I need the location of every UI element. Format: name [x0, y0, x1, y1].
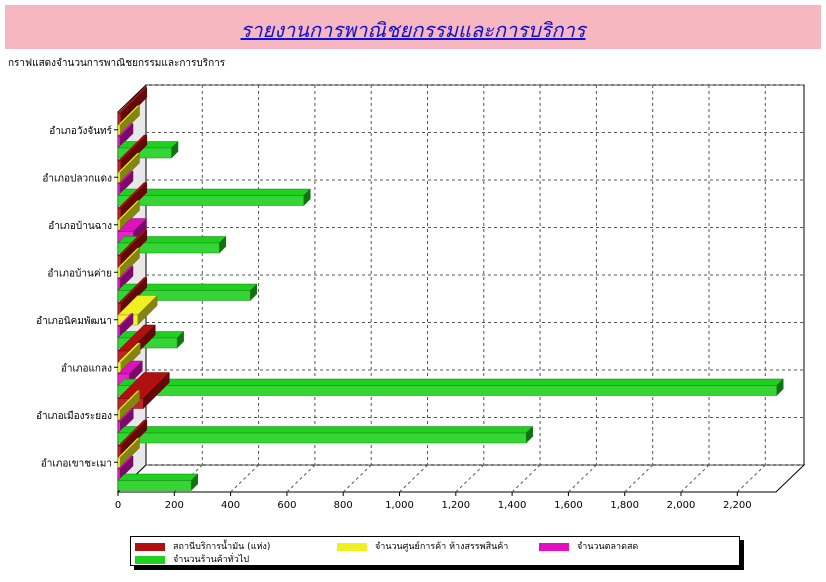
bar-front [117, 242, 220, 254]
bar-front [117, 457, 121, 468]
bar-front [117, 267, 121, 278]
bar-front [117, 432, 527, 444]
category-label: อำเภอแกลง [61, 363, 112, 374]
legend-item-1: จำนวนศูนย์การค้า ห้างสรรพสินค้า [337, 539, 508, 553]
category-label: อำเภอบ้านฉาง [48, 220, 112, 232]
legend-swatch-2 [539, 542, 569, 551]
x-gridline-floor [342, 464, 372, 493]
legend-swatch-1 [337, 542, 367, 551]
bar-front [117, 480, 192, 491]
x-tick-label: 200 [165, 500, 184, 511]
bar-front [117, 172, 121, 183]
x-tick-label: 800 [334, 500, 353, 511]
legend-label-3: จำนวนร้านค้าทั่วไป [173, 555, 250, 565]
x-tick-label: 600 [277, 500, 296, 511]
bar-front [117, 183, 121, 195]
x-gridline-floor [680, 464, 710, 493]
category-label: อำเภอปลวกแดง [42, 173, 112, 184]
x-gridline-floor [568, 464, 597, 493]
x-tick-label: 400 [221, 500, 240, 511]
x-tick-label: 0 [115, 500, 121, 511]
bar-front [117, 468, 121, 480]
category-label: อำเภอเขาชะเมา [41, 458, 112, 469]
bar-front [117, 124, 121, 136]
bar-front [117, 208, 122, 219]
bar-front [117, 303, 122, 314]
x-tick-label: 2,200 [723, 500, 752, 511]
category-label: อำเภอบ้านค่าย [47, 267, 112, 279]
x-tick-label: 2,000 [667, 500, 696, 511]
bar-front [117, 385, 777, 396]
bar-top [117, 378, 784, 386]
x-tick-label: 1,200 [441, 500, 470, 511]
x-gridline-floor [286, 464, 316, 493]
bar-front [117, 255, 122, 267]
report-title: รายงานการพาณิชยกรรมและการบริการ [240, 18, 586, 42]
floor [116, 464, 806, 493]
x-tick-label: 1,600 [554, 500, 583, 511]
x-gridline-floor [455, 464, 485, 493]
legend-swatch-3 [135, 555, 165, 564]
legend-item-3: จำนวนร้านค้าทั่วไป [135, 552, 249, 566]
legend-swatch-0 [135, 542, 165, 551]
legend-label-0: สถานีบริการน้ำมัน (แห่ง) [173, 542, 271, 552]
bar-front [117, 362, 122, 373]
bar-front [117, 326, 121, 337]
report-header: รายงานการพาณิชยกรรมและการบริการ [5, 5, 821, 49]
x-tick-label: 1,000 [385, 500, 414, 511]
chart-legend: สถานีบริการน้ำมัน (แห่ง) จำนวนศูนย์การค้… [130, 536, 740, 566]
x-gridline-floor [399, 464, 428, 493]
bar-front [117, 136, 121, 147]
bar-front [117, 113, 122, 124]
x-gridline-floor [736, 464, 766, 493]
legend-item-2: จำนวนตลาดสด [539, 539, 638, 553]
x-tick-label: 1,800 [610, 500, 639, 511]
bar-front [117, 421, 121, 432]
bar-front [117, 290, 251, 301]
category-label: อำเภอวังจันทร์ [49, 125, 112, 137]
chart-subtitle: กราฟแสดงจำนวนการพาณิชยกรรมและการบริการ [8, 58, 226, 69]
bar-front [117, 219, 121, 231]
bar-front [117, 409, 121, 421]
bar-front [117, 160, 122, 172]
bar-top [117, 426, 534, 434]
bar-front [117, 195, 305, 206]
x-gridline-floor [230, 464, 259, 493]
x-tick-label: 1,400 [498, 500, 527, 511]
bar-top [117, 473, 199, 481]
x-gridline-floor [624, 464, 654, 493]
bar-front [117, 278, 121, 290]
bar-front [117, 445, 122, 457]
category-label: อำเภอนิคมพัฒนา [36, 316, 112, 327]
bar-front [117, 147, 172, 159]
x-gridline-floor [511, 464, 541, 493]
category-label: อำเภอเมืองระยอง [36, 410, 112, 422]
legend-item-0: สถานีบริการน้ำมัน (แห่ง) [135, 539, 270, 553]
legend-label-2: จำนวนตลาดสด [577, 542, 639, 552]
legend-label-1: จำนวนศูนย์การค้า ห้างสรรพสินค้า [375, 542, 509, 552]
bar-top [117, 141, 179, 149]
